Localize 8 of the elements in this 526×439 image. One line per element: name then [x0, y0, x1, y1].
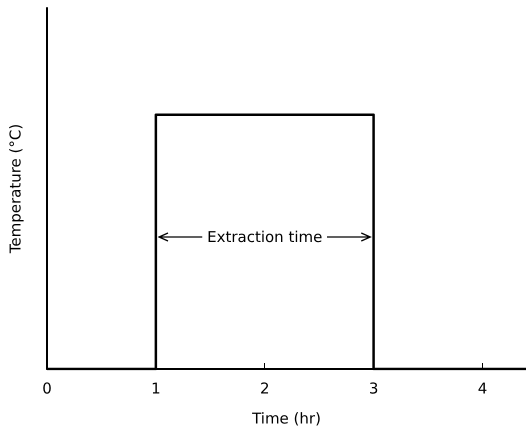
- x-tick-label: 2: [260, 380, 270, 398]
- x-tick-label: 1: [151, 380, 161, 398]
- y-axis-title: Temperature (°C): [6, 124, 24, 254]
- annotation: Extraction time: [204, 228, 326, 246]
- x-tick-label: 0: [42, 380, 52, 398]
- x-tick-label: 4: [478, 380, 488, 398]
- x-tick-label: 3: [368, 380, 378, 398]
- x-axis-title: Time (hr): [251, 410, 321, 428]
